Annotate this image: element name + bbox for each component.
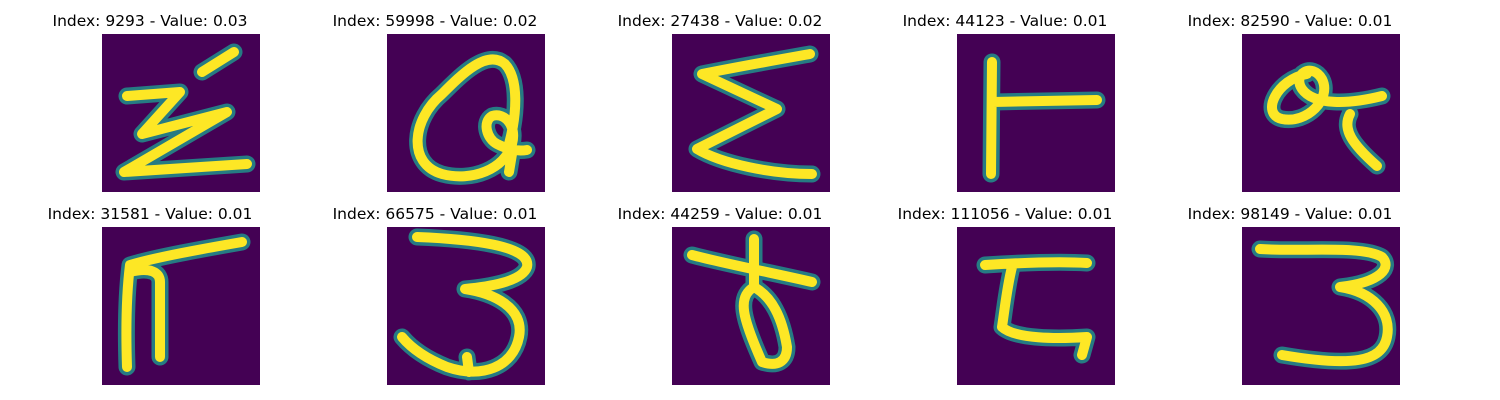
sample-cell-3: Index: 27438 - Value: 0.02	[570, 0, 870, 200]
sample-title: Index: 9293 - Value: 0.03	[52, 12, 248, 30]
sample-image	[1242, 34, 1400, 192]
sample-cell-10: Index: 98149 - Value: 0.01	[1140, 193, 1440, 393]
sample-image	[1242, 227, 1400, 385]
sample-title: Index: 59998 - Value: 0.02	[332, 12, 538, 30]
sample-image	[672, 34, 830, 192]
sample-image	[387, 34, 545, 192]
sample-cell-9: Index: 111056 - Value: 0.01	[855, 193, 1155, 393]
sample-cell-6: Index: 31581 - Value: 0.01	[0, 193, 300, 393]
sample-cell-4: Index: 44123 - Value: 0.01	[855, 0, 1155, 200]
sample-image	[672, 227, 830, 385]
sample-image	[387, 227, 545, 385]
sample-title: Index: 66575 - Value: 0.01	[332, 205, 538, 223]
sample-cell-8: Index: 44259 - Value: 0.01	[570, 193, 870, 393]
sample-cell-1: Index: 9293 - Value: 0.03	[0, 0, 300, 200]
sample-cell-5: Index: 82590 - Value: 0.01	[1140, 0, 1440, 200]
sample-title: Index: 31581 - Value: 0.01	[47, 205, 253, 223]
sample-title: Index: 111056 - Value: 0.01	[897, 205, 1113, 223]
sample-title: Index: 44259 - Value: 0.01	[617, 205, 823, 223]
sample-cell-2: Index: 59998 - Value: 0.02	[285, 0, 585, 200]
sample-image	[102, 227, 260, 385]
sample-image	[102, 34, 260, 192]
sample-title: Index: 82590 - Value: 0.01	[1187, 12, 1393, 30]
sample-image	[957, 34, 1115, 192]
sample-title: Index: 98149 - Value: 0.01	[1187, 205, 1393, 223]
sample-title: Index: 27438 - Value: 0.02	[617, 12, 823, 30]
sample-cell-7: Index: 66575 - Value: 0.01	[285, 193, 585, 393]
sample-image	[957, 227, 1115, 385]
sample-title: Index: 44123 - Value: 0.01	[902, 12, 1108, 30]
